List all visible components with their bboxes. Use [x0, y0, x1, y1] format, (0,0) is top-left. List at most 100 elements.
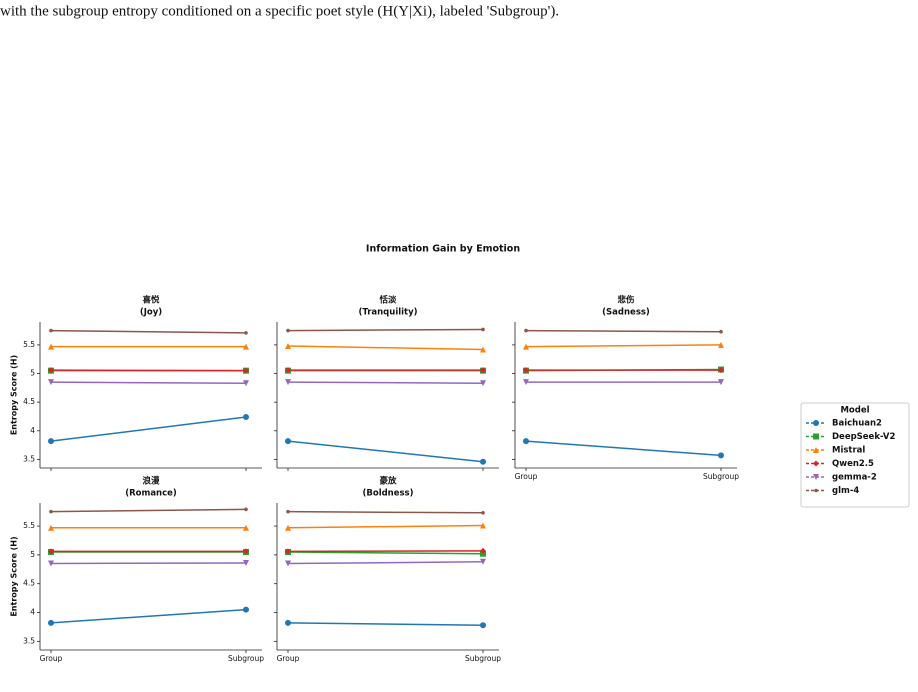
series-line — [287, 524, 484, 529]
marker — [243, 559, 249, 566]
x-tick-label: Group — [277, 654, 300, 663]
marker — [523, 343, 529, 350]
marker — [48, 367, 54, 374]
x-tick-label: Subgroup — [465, 654, 501, 663]
marker — [480, 558, 486, 565]
marker — [48, 438, 54, 445]
x-tick-label: Subgroup — [703, 472, 739, 481]
y-tick-label: 4.5 — [23, 579, 35, 588]
marker — [243, 367, 249, 374]
marker — [243, 524, 249, 531]
marker — [480, 346, 486, 353]
marker — [243, 606, 249, 613]
marker — [718, 379, 724, 386]
legend-label: Qwen2.5 — [832, 459, 874, 469]
marker — [243, 414, 249, 421]
marker — [481, 327, 485, 332]
marker — [718, 341, 724, 348]
legend-box — [800, 402, 910, 508]
marker — [481, 511, 485, 515]
series-line — [287, 550, 484, 553]
subplot-subtitle: (Tranquility) — [358, 308, 417, 318]
legend-label: DeepSeek-V2 — [832, 432, 895, 442]
subplot-title: 浪漫 — [142, 476, 160, 487]
series-line — [287, 551, 484, 555]
marker — [480, 458, 486, 465]
marker — [719, 329, 723, 334]
marker — [480, 380, 486, 387]
marker — [243, 380, 249, 387]
y-tick-label: 4.5 — [23, 397, 35, 406]
series-line — [287, 345, 484, 351]
marker — [48, 548, 54, 555]
series-line — [50, 369, 247, 372]
figure-title: Information Gain by Emotion — [366, 244, 520, 255]
subplot-subtitle: (Joy) — [140, 308, 162, 318]
y-tick-label: 5 — [30, 550, 35, 559]
legend-marker — [813, 474, 819, 480]
series-line — [287, 381, 484, 385]
marker — [244, 331, 248, 335]
marker — [523, 438, 529, 445]
series-line — [50, 608, 247, 624]
marker — [243, 343, 249, 350]
marker — [48, 379, 54, 386]
x-tick-label: Subgroup — [228, 654, 264, 663]
subplot-title: 喜悦 — [142, 295, 160, 306]
series-line — [287, 440, 484, 463]
subplot-title: 恬淡 — [379, 295, 397, 306]
series-line — [50, 329, 247, 334]
series-line — [287, 622, 484, 626]
marker — [523, 367, 529, 374]
series-line — [287, 561, 484, 565]
marker — [286, 328, 290, 333]
marker — [480, 367, 486, 374]
marker — [48, 343, 54, 350]
series-line — [287, 328, 484, 332]
legend-label: gemma-2 — [832, 473, 877, 483]
marker — [718, 452, 724, 459]
caption: with the subgroup entropy conditioned on… — [0, 3, 559, 19]
y-tick-label: 5.5 — [23, 521, 35, 530]
legend-marker — [813, 447, 819, 453]
series-line — [525, 329, 722, 333]
marker — [480, 622, 486, 629]
y-axis-label: Entropy Score (H) — [10, 355, 19, 435]
series-line — [50, 416, 247, 442]
marker — [244, 507, 248, 512]
marker — [49, 509, 53, 514]
y-tick-label: 5 — [30, 369, 35, 378]
marker — [718, 367, 724, 374]
marker — [48, 524, 54, 531]
x-tick-label: Group — [515, 472, 538, 481]
marker — [285, 560, 291, 567]
marker — [480, 522, 486, 529]
marker — [285, 524, 291, 531]
y-tick-label: 5.5 — [23, 340, 35, 349]
subplot-subtitle: (Sadness) — [602, 308, 650, 318]
legend-label: Mistral — [832, 446, 865, 456]
marker — [48, 619, 54, 626]
series-line — [525, 440, 722, 457]
legend-marker — [813, 460, 819, 467]
legend-marker — [814, 488, 818, 493]
marker — [524, 328, 528, 333]
series-line — [50, 562, 247, 565]
legend-marker — [813, 433, 819, 440]
y-tick-label: 4 — [30, 608, 35, 617]
x-tick-label: Group — [40, 654, 63, 663]
subplot-subtitle: (Romance) — [125, 489, 177, 499]
series-line — [525, 344, 722, 348]
y-tick-label: 3.5 — [23, 636, 35, 645]
series-line — [50, 381, 247, 385]
marker — [285, 343, 291, 350]
subplot-title: 悲伤 — [617, 295, 635, 306]
marker — [285, 379, 291, 386]
marker — [243, 548, 249, 555]
series-line — [287, 510, 484, 514]
marker — [480, 547, 486, 554]
marker — [49, 328, 53, 333]
marker — [285, 438, 291, 445]
marker — [285, 619, 291, 626]
